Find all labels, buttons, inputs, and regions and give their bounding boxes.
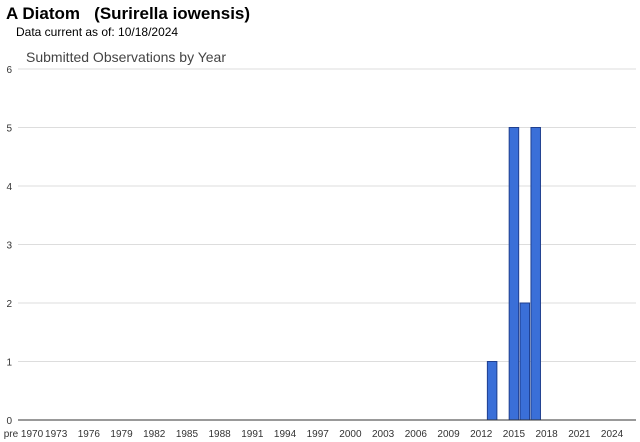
x-tick-label: pre 1970 <box>4 429 44 440</box>
y-tick-label: 5 <box>6 124 12 135</box>
x-tick-label: 2015 <box>503 429 526 440</box>
y-tick-label: 2 <box>6 299 12 310</box>
y-tick-label: 6 <box>6 65 12 76</box>
page-title: A Diatom (Surirella iowensis) <box>6 4 251 23</box>
x-tick-label: 1979 <box>110 429 133 440</box>
chart-title: Submitted Observations by Year <box>26 49 227 65</box>
x-tick-label: 1991 <box>241 429 264 440</box>
x-tick-label: 2009 <box>437 429 460 440</box>
data-date-subtitle: Data current as of: 10/18/2024 <box>16 25 179 39</box>
x-tick-label: 1982 <box>143 429 166 440</box>
x-tick-label: 2000 <box>339 429 362 440</box>
x-tick-label: 2021 <box>568 429 591 440</box>
x-tick-label: 2012 <box>470 429 493 440</box>
bar-2015 <box>508 127 520 421</box>
bar-2016 <box>519 302 531 421</box>
y-tick-label: 1 <box>6 358 12 369</box>
x-tick-label: 2006 <box>405 429 428 440</box>
x-tick-label: 1997 <box>307 429 330 440</box>
x-tick-label: 1985 <box>176 429 199 440</box>
x-tick-label: 1988 <box>209 429 232 440</box>
y-tick-label: 0 <box>6 416 12 427</box>
x-tick-label: 2003 <box>372 429 395 440</box>
x-tick-label: 2024 <box>601 429 624 440</box>
bar-2017 <box>530 127 541 421</box>
bar-2013 <box>486 361 498 421</box>
x-tick-label: 1994 <box>274 429 297 440</box>
y-tick-label: 4 <box>6 182 12 193</box>
x-tick-label: 1973 <box>45 429 68 440</box>
x-tick-label: 2018 <box>535 429 558 440</box>
x-tick-label: 1976 <box>78 429 101 440</box>
y-tick-label: 3 <box>6 241 12 252</box>
